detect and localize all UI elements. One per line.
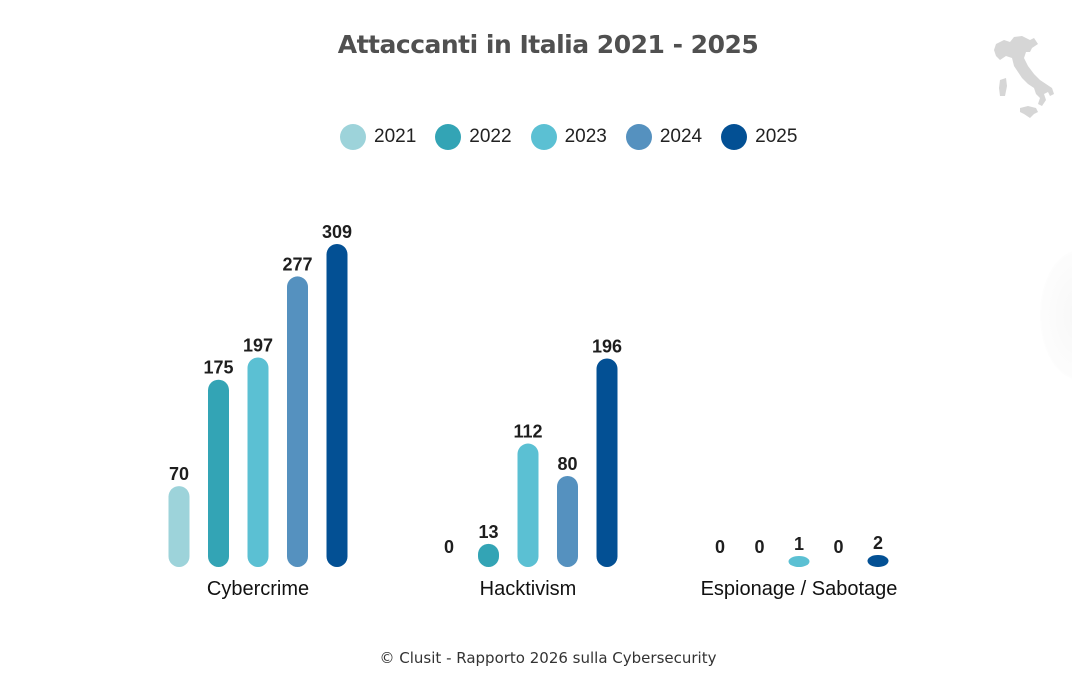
legend-swatch (435, 124, 462, 150)
data-label: 2 (873, 533, 883, 553)
copyright-footer: © Clusit - Rapporto 2026 sulla Cybersecu… (379, 649, 717, 667)
bar-2023 (517, 443, 539, 567)
data-label: 70 (169, 464, 189, 484)
data-label: 0 (715, 537, 725, 557)
bar-group-hacktivism: 0 13 112 80 196 Hacktivism (444, 336, 622, 600)
legend-label: 2022 (469, 126, 512, 147)
data-label: 309 (322, 222, 352, 242)
data-label: 80 (557, 454, 577, 474)
bar-2025 (867, 554, 889, 567)
legend-swatch (340, 124, 366, 150)
legend-item-2023: 2023 (530, 124, 607, 150)
bar-2022 (478, 543, 499, 567)
chart-title: Attaccanti in Italia 2021 - 2025 (337, 30, 759, 59)
bar-group-espionage-sabotage: 0 0 1 0 2 Espionage / Sabotage (701, 533, 898, 600)
bar-2023 (788, 555, 810, 567)
data-label: 277 (282, 254, 312, 274)
data-label: 0 (833, 537, 843, 557)
bar-group-cybercrime: 70 175 197 277 309 Cybercrime (168, 222, 352, 600)
bar-2022 (208, 379, 229, 567)
bar-2025 (596, 358, 618, 567)
bar-2021 (168, 486, 190, 567)
data-label: 112 (513, 422, 542, 442)
legend-swatch (625, 124, 652, 150)
bar-2024 (557, 475, 578, 567)
category-label: Cybercrime (207, 578, 309, 600)
data-label: 1 (794, 534, 804, 554)
legend-swatch (530, 124, 557, 150)
data-label: 13 (478, 522, 498, 542)
legend-swatch (721, 124, 748, 150)
bar-2023 (247, 357, 269, 567)
data-label: 197 (243, 335, 273, 355)
legend-label: 2021 (374, 126, 417, 147)
italy-map-icon (994, 36, 1054, 118)
legend-item-2021: 2021 (340, 124, 416, 150)
data-label: 175 (203, 358, 233, 378)
legend-item-2025: 2025 (721, 124, 797, 150)
bar-2025 (326, 243, 348, 567)
legend-label: 2024 (659, 126, 703, 147)
legend-label: 2023 (564, 126, 607, 147)
data-label: 196 (592, 336, 622, 356)
chart-legend: 2021 2022 2023 2024 2025 (340, 124, 816, 150)
category-label: Hacktivism (480, 578, 577, 600)
category-label: Espionage / Sabotage (701, 578, 898, 600)
legend-item-2024: 2024 (625, 124, 703, 150)
data-label: 0 (754, 537, 764, 557)
bar-2024 (287, 276, 308, 567)
data-label: 0 (444, 537, 454, 557)
legend-item-2022: 2022 (435, 124, 512, 150)
legend-label: 2025 (755, 126, 798, 147)
